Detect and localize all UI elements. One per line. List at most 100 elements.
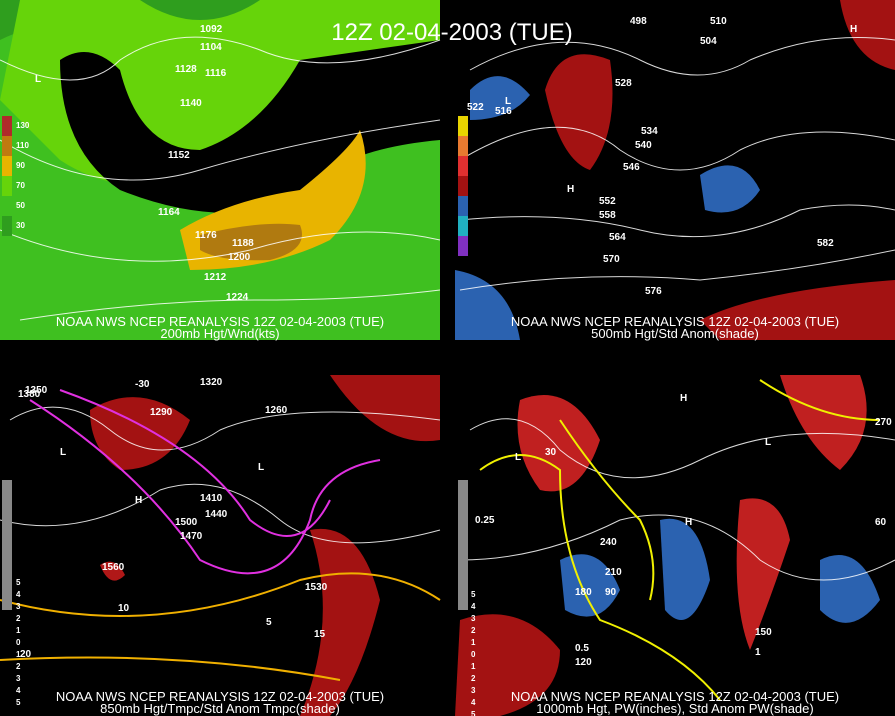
contour-label: 1104 xyxy=(200,42,222,53)
contour-label: 558 xyxy=(599,210,616,221)
contour-label: L xyxy=(258,462,264,473)
contour-label: 1212 xyxy=(204,272,227,283)
legend-label: 4 xyxy=(471,602,476,611)
contour-label: 180 xyxy=(575,587,592,598)
legend-label: 3 xyxy=(16,674,21,683)
contour-label: L xyxy=(60,447,66,458)
contour-label: 522 xyxy=(467,102,484,113)
contour-label: 1188 xyxy=(232,238,254,249)
contour-label: H xyxy=(135,495,142,506)
panel-caption: 850mb Hgt/Tmpc/Std Anom Tmpc(shade) xyxy=(100,701,340,716)
contour-label: 60 xyxy=(875,517,887,528)
contour-label: 1224 xyxy=(226,292,249,303)
legend-label: 0 xyxy=(471,650,476,659)
contour-label: 0.25 xyxy=(475,515,495,526)
legend-label: 2 xyxy=(16,614,21,623)
panel-source: NOAA NWS NCEP REANALYSIS 12Z 02-04-2003 … xyxy=(511,689,839,704)
contour-label: 270 xyxy=(875,417,892,428)
legend-label: 110 xyxy=(16,141,29,150)
title: 12Z 02-04-2003 (TUE) xyxy=(331,19,572,46)
contour-label: 240 xyxy=(600,537,617,548)
contour-label: 210 xyxy=(605,567,622,578)
panel-500mb xyxy=(455,0,895,340)
legend-label: 50 xyxy=(16,201,25,210)
legend-label: 2 xyxy=(16,662,21,671)
contour-label: 1350 xyxy=(25,385,48,396)
contour-label: 552 xyxy=(599,196,616,207)
legend-label: 4 xyxy=(16,686,21,695)
contour-label: 90 xyxy=(605,587,617,598)
contour-label: 1152 xyxy=(168,150,190,161)
legend-label: 30 xyxy=(16,221,25,230)
legend-label: 4 xyxy=(471,698,476,707)
contour-label: 1140 xyxy=(180,98,202,109)
contour-label: 10 xyxy=(118,603,130,614)
legend-label: 70 xyxy=(16,181,25,190)
contour-label: 1320 xyxy=(200,377,223,388)
panel-caption: 200mb Hgt/Wnd(kts) xyxy=(160,326,279,341)
contour-label: L xyxy=(505,96,511,107)
contour-label: 1380 xyxy=(18,389,41,400)
contour-label: 1410 xyxy=(200,493,223,504)
contour-label: 570 xyxy=(603,254,620,265)
contour-label: 1560 xyxy=(102,562,125,573)
legend-label: 5 xyxy=(16,698,21,707)
contour-label: -30 xyxy=(135,379,150,390)
contour-label: 5 xyxy=(266,617,272,628)
contour-label: 1500 xyxy=(175,517,198,528)
legend-label: 5 xyxy=(16,578,21,587)
legend-label: 1 xyxy=(471,638,476,647)
contour-label: 576 xyxy=(645,286,662,297)
legend-label: 3 xyxy=(471,686,476,695)
contour-label: 1200 xyxy=(228,252,251,263)
contour-label: 20 xyxy=(20,649,32,660)
contour-label: 516 xyxy=(495,106,512,117)
legend-label: 0 xyxy=(16,638,21,647)
contour-label: 1164 xyxy=(158,207,180,218)
contour-label: H xyxy=(685,517,692,528)
contour-label: 498 xyxy=(630,16,647,27)
legend-label: 3 xyxy=(16,602,21,611)
legend-label: 3 xyxy=(471,614,476,623)
panel-caption: 1000mb Hgt, PW(inches), Std Anom PW(shad… xyxy=(536,701,813,716)
contour-label: 120 xyxy=(575,657,592,668)
legend-label: 1 xyxy=(471,662,476,671)
contour-label: 528 xyxy=(615,78,632,89)
contour-label: 30 xyxy=(545,447,557,458)
panel-1000mb xyxy=(455,375,895,716)
contour-label: 504 xyxy=(700,36,717,47)
contour-label: 1128 xyxy=(175,64,197,75)
contour-label: 540 xyxy=(635,140,652,151)
contour-label: 1470 xyxy=(180,531,203,542)
panel-200mb xyxy=(0,0,441,340)
legend-label: 1 xyxy=(16,626,21,635)
legend-label: 130 xyxy=(16,121,30,130)
contour-label: H xyxy=(680,393,687,404)
legend-label: 2 xyxy=(471,674,476,683)
contour-label: H xyxy=(850,24,857,35)
legend-label: 5 xyxy=(471,710,476,716)
contour-label: 1176 xyxy=(195,230,217,241)
contour-label: 534 xyxy=(641,126,658,137)
contour-label: 1092 xyxy=(200,24,223,35)
contour-label: 1116 xyxy=(205,68,227,79)
panel-caption: 500mb Hgt/Std Anom(shade) xyxy=(591,326,759,341)
contour-label: 150 xyxy=(755,627,772,638)
contour-label: 582 xyxy=(817,238,834,249)
panel-850mb xyxy=(0,375,441,716)
contour-label: 546 xyxy=(623,162,640,173)
legend-label: 4 xyxy=(16,590,21,599)
contour-label: H xyxy=(567,184,574,195)
contour-label: 1290 xyxy=(150,407,173,418)
contour-label: 1440 xyxy=(205,509,228,520)
legend-label: 5 xyxy=(471,590,476,599)
contour-label: L xyxy=(515,452,521,463)
contour-label: 0.5 xyxy=(575,643,589,654)
contour-label: 1 xyxy=(755,647,761,658)
contour-label: L xyxy=(765,437,771,448)
contour-label: 510 xyxy=(710,16,727,27)
contour-label: 1530 xyxy=(305,582,328,593)
contour-label: 1260 xyxy=(265,405,288,416)
panel-source: NOAA NWS NCEP REANALYSIS 12Z 02-04-2003 … xyxy=(56,314,384,329)
